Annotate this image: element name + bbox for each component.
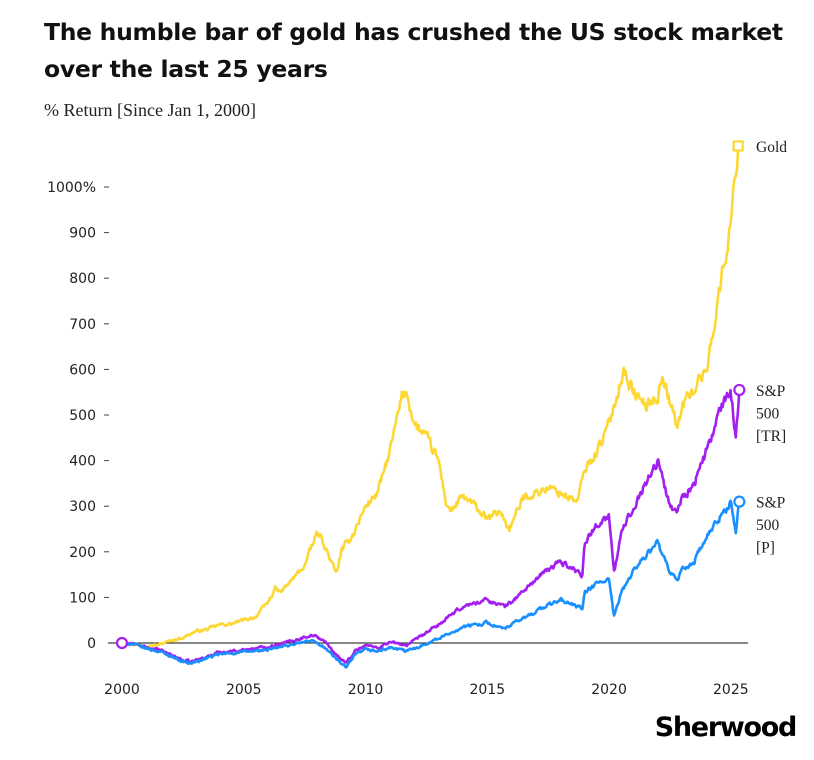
y-tick-label: 200 [69,545,96,561]
series-line [120,499,741,669]
series-line [120,388,741,664]
y-tick-label: 100 [69,590,96,606]
chart-subtitle: % Return [Since Jan 1, 2000] [44,100,256,120]
x-tick-label: 2000 [104,682,140,698]
x-tick-label: 2015 [469,682,505,698]
series-end-label: S&P 500 [TR] [756,383,786,445]
series-end-marker [733,495,746,508]
y-tick-label: 800 [69,271,96,287]
y-tick-label: 1000% [47,180,96,196]
y-tick-label: 300 [69,499,96,515]
y-tick-label: 600 [69,362,96,378]
y-tick-label: 500 [69,408,96,424]
y-tick-label: 900 [69,226,96,242]
series-line [120,144,740,649]
series-end-label: S&P 500 [P] [756,495,785,557]
y-tick-label: 0 [87,636,96,652]
series-end-marker [732,140,744,152]
series-start-marker [115,636,129,650]
x-tick-label: 2025 [713,682,749,698]
y-tick-label: 400 [69,454,96,470]
x-tick-label: 2010 [348,682,384,698]
series-end-label: Gold [756,139,787,156]
brand-logo: Sherwood [654,712,798,743]
x-tick-label: 2005 [226,682,262,698]
x-tick-label: 2020 [591,682,627,698]
y-tick-label: 700 [69,317,96,333]
series-end-marker [733,383,746,397]
chart-title: The humble bar of gold has crushed the U… [44,18,783,83]
